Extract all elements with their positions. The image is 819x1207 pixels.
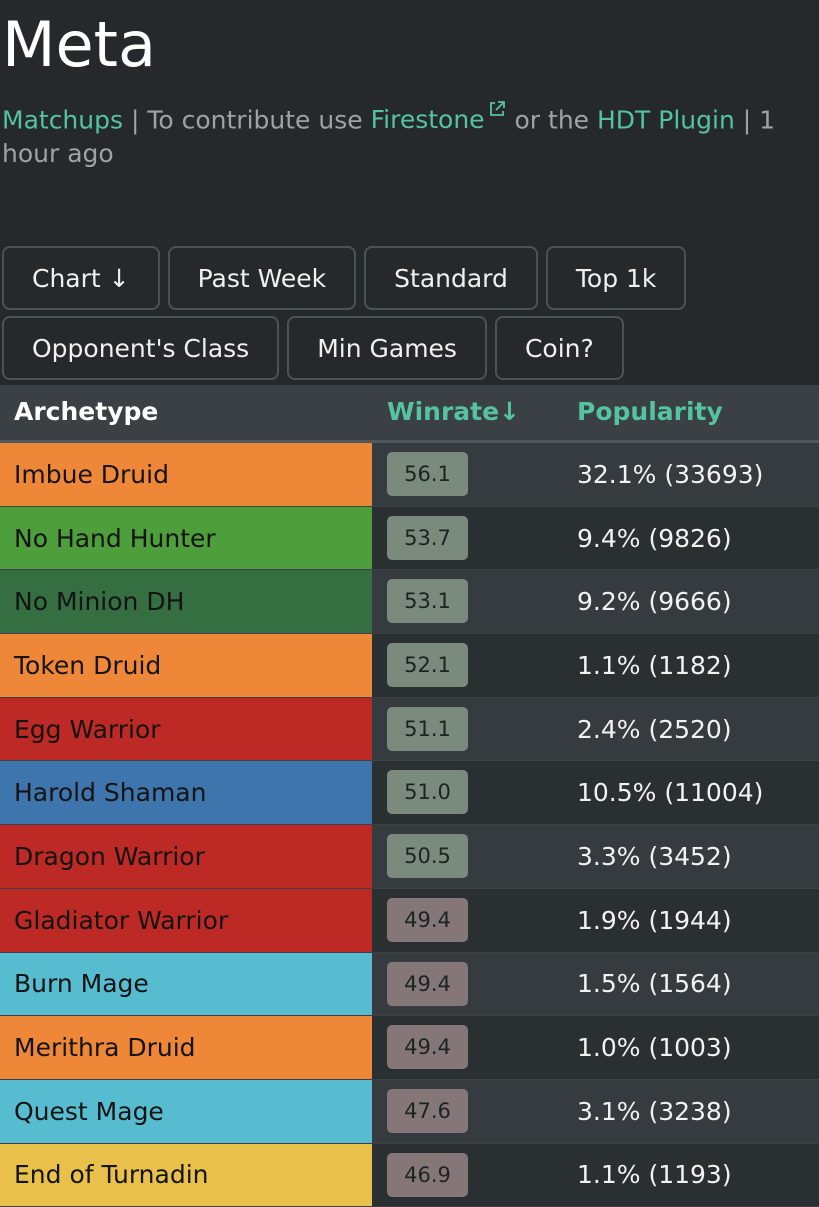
winrate-badge: 51.0 xyxy=(387,770,468,815)
popularity-cell: 9.4% (9826) xyxy=(577,523,732,553)
winrate-badge: 49.4 xyxy=(387,897,468,942)
table-row[interactable]: End of Turnadin 46.9 1.1% (1193) xyxy=(0,1143,819,1207)
table-row[interactable]: Merithra Druid 49.4 1.0% (1003) xyxy=(0,1016,819,1080)
popularity-cell: 1.9% (1944) xyxy=(577,905,732,935)
firestone-link-label: Firestone xyxy=(370,105,485,135)
coin-button[interactable]: Coin? xyxy=(494,316,624,380)
archetype-cell[interactable]: Imbue Druid xyxy=(0,443,372,506)
firestone-link[interactable]: Firestone xyxy=(370,101,507,135)
hdt-plugin-link[interactable]: HDT Plugin xyxy=(597,105,735,135)
archetype-cell[interactable]: Dragon Warrior xyxy=(0,825,372,888)
popularity-cell: 2.4% (2520) xyxy=(577,714,732,744)
time-range-button[interactable]: Past Week xyxy=(167,246,357,310)
winrate-badge: 53.7 xyxy=(387,515,468,560)
winrate-badge: 51.1 xyxy=(387,706,468,751)
table-row[interactable]: Token Druid 52.1 1.1% (1182) xyxy=(0,634,819,698)
popularity-cell: 3.1% (3238) xyxy=(577,1096,732,1126)
opponent-class-button[interactable]: Opponent's Class xyxy=(2,316,280,380)
table-row[interactable]: Dragon Warrior 50.5 3.3% (3452) xyxy=(0,825,819,889)
winrate-badge: 52.1 xyxy=(387,643,468,688)
updated-text: | 1 hour ago xyxy=(2,105,776,169)
rank-filter-button[interactable]: Top 1k xyxy=(545,246,687,310)
page-subtitle: Matchups | To contribute use Firestone o… xyxy=(2,94,792,171)
popularity-cell: 32.1% (33693) xyxy=(577,459,764,489)
popularity-cell: 1.1% (1182) xyxy=(577,650,732,680)
popularity-cell: 10.5% (11004) xyxy=(577,778,764,808)
winrate-badge: 56.1 xyxy=(387,452,468,496)
filter-row-2: Opponent's Class Min Games Coin? xyxy=(2,316,624,380)
table-row[interactable]: Quest Mage 47.6 3.1% (3238) xyxy=(0,1079,819,1144)
table-row[interactable]: Gladiator Warrior 49.4 1.9% (1944) xyxy=(0,888,819,953)
archetype-cell[interactable]: Quest Mage xyxy=(0,1079,372,1143)
popularity-cell: 3.3% (3452) xyxy=(577,841,732,871)
winrate-badge: 49.4 xyxy=(387,1025,468,1070)
external-link-icon xyxy=(487,94,507,128)
contribute-text: | To contribute use xyxy=(123,105,371,135)
popularity-cell: 1.1% (1193) xyxy=(577,1160,732,1190)
popularity-cell: 9.2% (9666) xyxy=(577,587,732,617)
table-row[interactable]: Imbue Druid 56.1 32.1% (33693) xyxy=(0,443,819,507)
table-row[interactable]: Egg Warrior 51.1 2.4% (2520) xyxy=(0,697,819,762)
popularity-column-header[interactable]: Popularity xyxy=(577,397,723,426)
table-body: Imbue Druid 56.1 32.1% (33693) No Hand Hunt… xyxy=(0,443,819,1207)
archetype-cell[interactable]: End of Turnadin xyxy=(0,1143,372,1207)
or-the-text: or the xyxy=(506,105,597,135)
archetype-column-header[interactable]: Archetype xyxy=(14,397,159,426)
table-header: Archetype Winrate↓ Popularity xyxy=(0,385,819,443)
archetype-cell[interactable]: Gladiator Warrior xyxy=(0,888,372,952)
archetype-cell[interactable]: Egg Warrior xyxy=(0,697,372,761)
table-row[interactable]: Harold Shaman 51.0 10.5% (11004) xyxy=(0,761,819,826)
archetype-cell[interactable]: Harold Shaman xyxy=(0,761,372,825)
popularity-cell: 1.5% (1564) xyxy=(577,969,732,999)
meta-table: Archetype Winrate↓ Popularity Imbue Drui… xyxy=(0,385,819,1207)
winrate-badge: 47.6 xyxy=(387,1088,468,1133)
page-title: Meta xyxy=(2,8,156,81)
archetype-cell[interactable]: Merithra Druid xyxy=(0,1016,372,1079)
table-row[interactable]: Burn Mage 49.4 1.5% (1564) xyxy=(0,952,819,1017)
table-row[interactable]: No Minion DH 53.1 9.2% (9666) xyxy=(0,570,819,635)
popularity-cell: 1.0% (1003) xyxy=(577,1033,732,1063)
winrate-column-header[interactable]: Winrate↓ xyxy=(387,397,520,426)
archetype-cell[interactable]: Burn Mage xyxy=(0,952,372,1016)
archetype-cell[interactable]: No Minion DH xyxy=(0,570,372,634)
archetype-cell[interactable]: Token Druid xyxy=(0,634,372,697)
archetype-cell[interactable]: No Hand Hunter xyxy=(0,506,372,570)
chart-sort-button[interactable]: Chart ↓ xyxy=(2,246,160,310)
matchups-link[interactable]: Matchups xyxy=(2,105,124,135)
min-games-button[interactable]: Min Games xyxy=(287,316,487,380)
winrate-badge: 46.9 xyxy=(387,1152,468,1197)
format-button[interactable]: Standard xyxy=(364,246,538,310)
winrate-badge: 49.4 xyxy=(387,961,468,1006)
winrate-badge: 50.5 xyxy=(387,834,468,879)
filter-row-1: Chart ↓ Past Week Standard Top 1k xyxy=(2,246,687,310)
winrate-badge: 53.1 xyxy=(387,579,468,624)
table-row[interactable]: No Hand Hunter 53.7 9.4% (9826) xyxy=(0,506,819,571)
